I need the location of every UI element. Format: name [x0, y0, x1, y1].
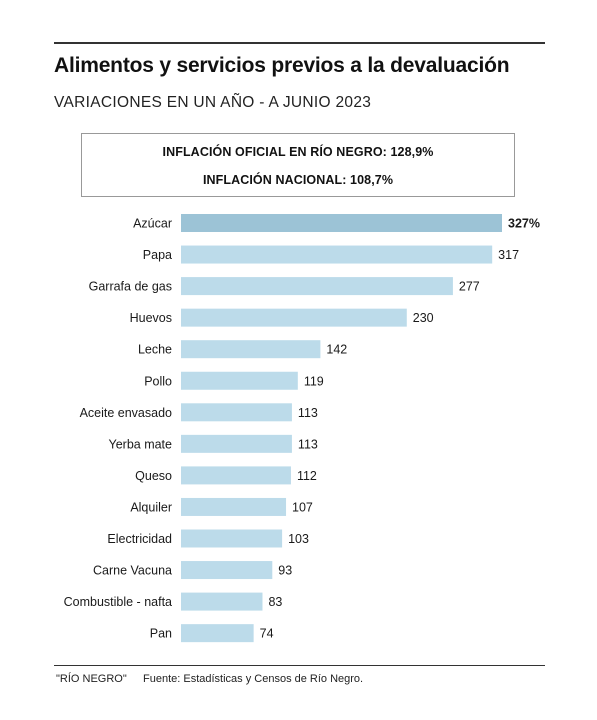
category-label-5: Pollo [144, 374, 172, 388]
value-label-12: 83 [268, 595, 282, 609]
national-inflation-text: INFLACIÓN NACIONAL: 108,7% [202, 173, 394, 187]
category-label-9: Alquiler [130, 500, 172, 514]
value-label-10: 103 [288, 532, 309, 546]
value-label-11: 93 [278, 564, 292, 578]
value-label-0: 327% [508, 217, 540, 231]
value-label-7: 113 [298, 437, 318, 451]
bottom-rule [54, 665, 545, 666]
value-label-2: 277 [459, 280, 480, 294]
category-label-2: Garrafa de gas [89, 280, 172, 294]
top-rule [54, 42, 545, 44]
bar-0 [181, 214, 502, 232]
bar-11 [181, 561, 273, 580]
bar-8 [181, 466, 291, 485]
bar-3 [181, 308, 407, 327]
bar-7 [181, 434, 292, 453]
value-label-6: 113 [298, 406, 318, 420]
category-label-7: Yerba mate [109, 437, 173, 451]
chart-subtitle: VARIACIONES EN UN AÑO - A JUNIO 2023 [54, 94, 372, 111]
value-label-1: 317 [498, 248, 519, 262]
category-label-8: Queso [135, 469, 172, 483]
value-label-9: 107 [292, 500, 313, 514]
value-label-4: 142 [326, 343, 347, 357]
category-label-12: Combustible - nafta [64, 595, 172, 609]
category-label-10: Electricidad [107, 532, 172, 546]
footer-source: Fuente: Estadísticas y Censos de Río Neg… [143, 673, 364, 685]
category-label-13: Pan [150, 627, 172, 641]
bar-12 [181, 592, 263, 611]
value-label-5: 119 [304, 374, 324, 388]
bar-5 [181, 371, 298, 390]
bar-10 [181, 529, 283, 548]
bar-2 [181, 277, 453, 296]
bar-1 [181, 245, 493, 264]
bar-6 [181, 403, 292, 422]
category-label-0: Azúcar [133, 217, 172, 231]
bar-4 [181, 340, 321, 359]
bar-9 [181, 497, 287, 516]
category-label-3: Huevos [130, 311, 172, 325]
category-label-6: Aceite envasado [80, 406, 172, 420]
official-inflation-text: INFLACIÓN OFICIAL EN RÍO NEGRO: 128,9% [162, 145, 434, 159]
bar-13 [181, 624, 254, 643]
value-label-13: 74 [260, 627, 274, 641]
category-label-4: Leche [138, 343, 172, 357]
inflation-info-box: INFLACIÓN OFICIAL EN RÍO NEGRO: 128,9% I… [81, 133, 515, 197]
category-label-1: Papa [143, 248, 172, 262]
footer-credit: "RÍO NEGRO" [56, 673, 127, 685]
value-label-3: 230 [413, 311, 434, 325]
value-label-8: 112 [297, 469, 317, 483]
category-label-11: Carne Vacuna [93, 564, 172, 578]
chart-title: Alimentos y servicios previos a la deval… [54, 54, 510, 77]
